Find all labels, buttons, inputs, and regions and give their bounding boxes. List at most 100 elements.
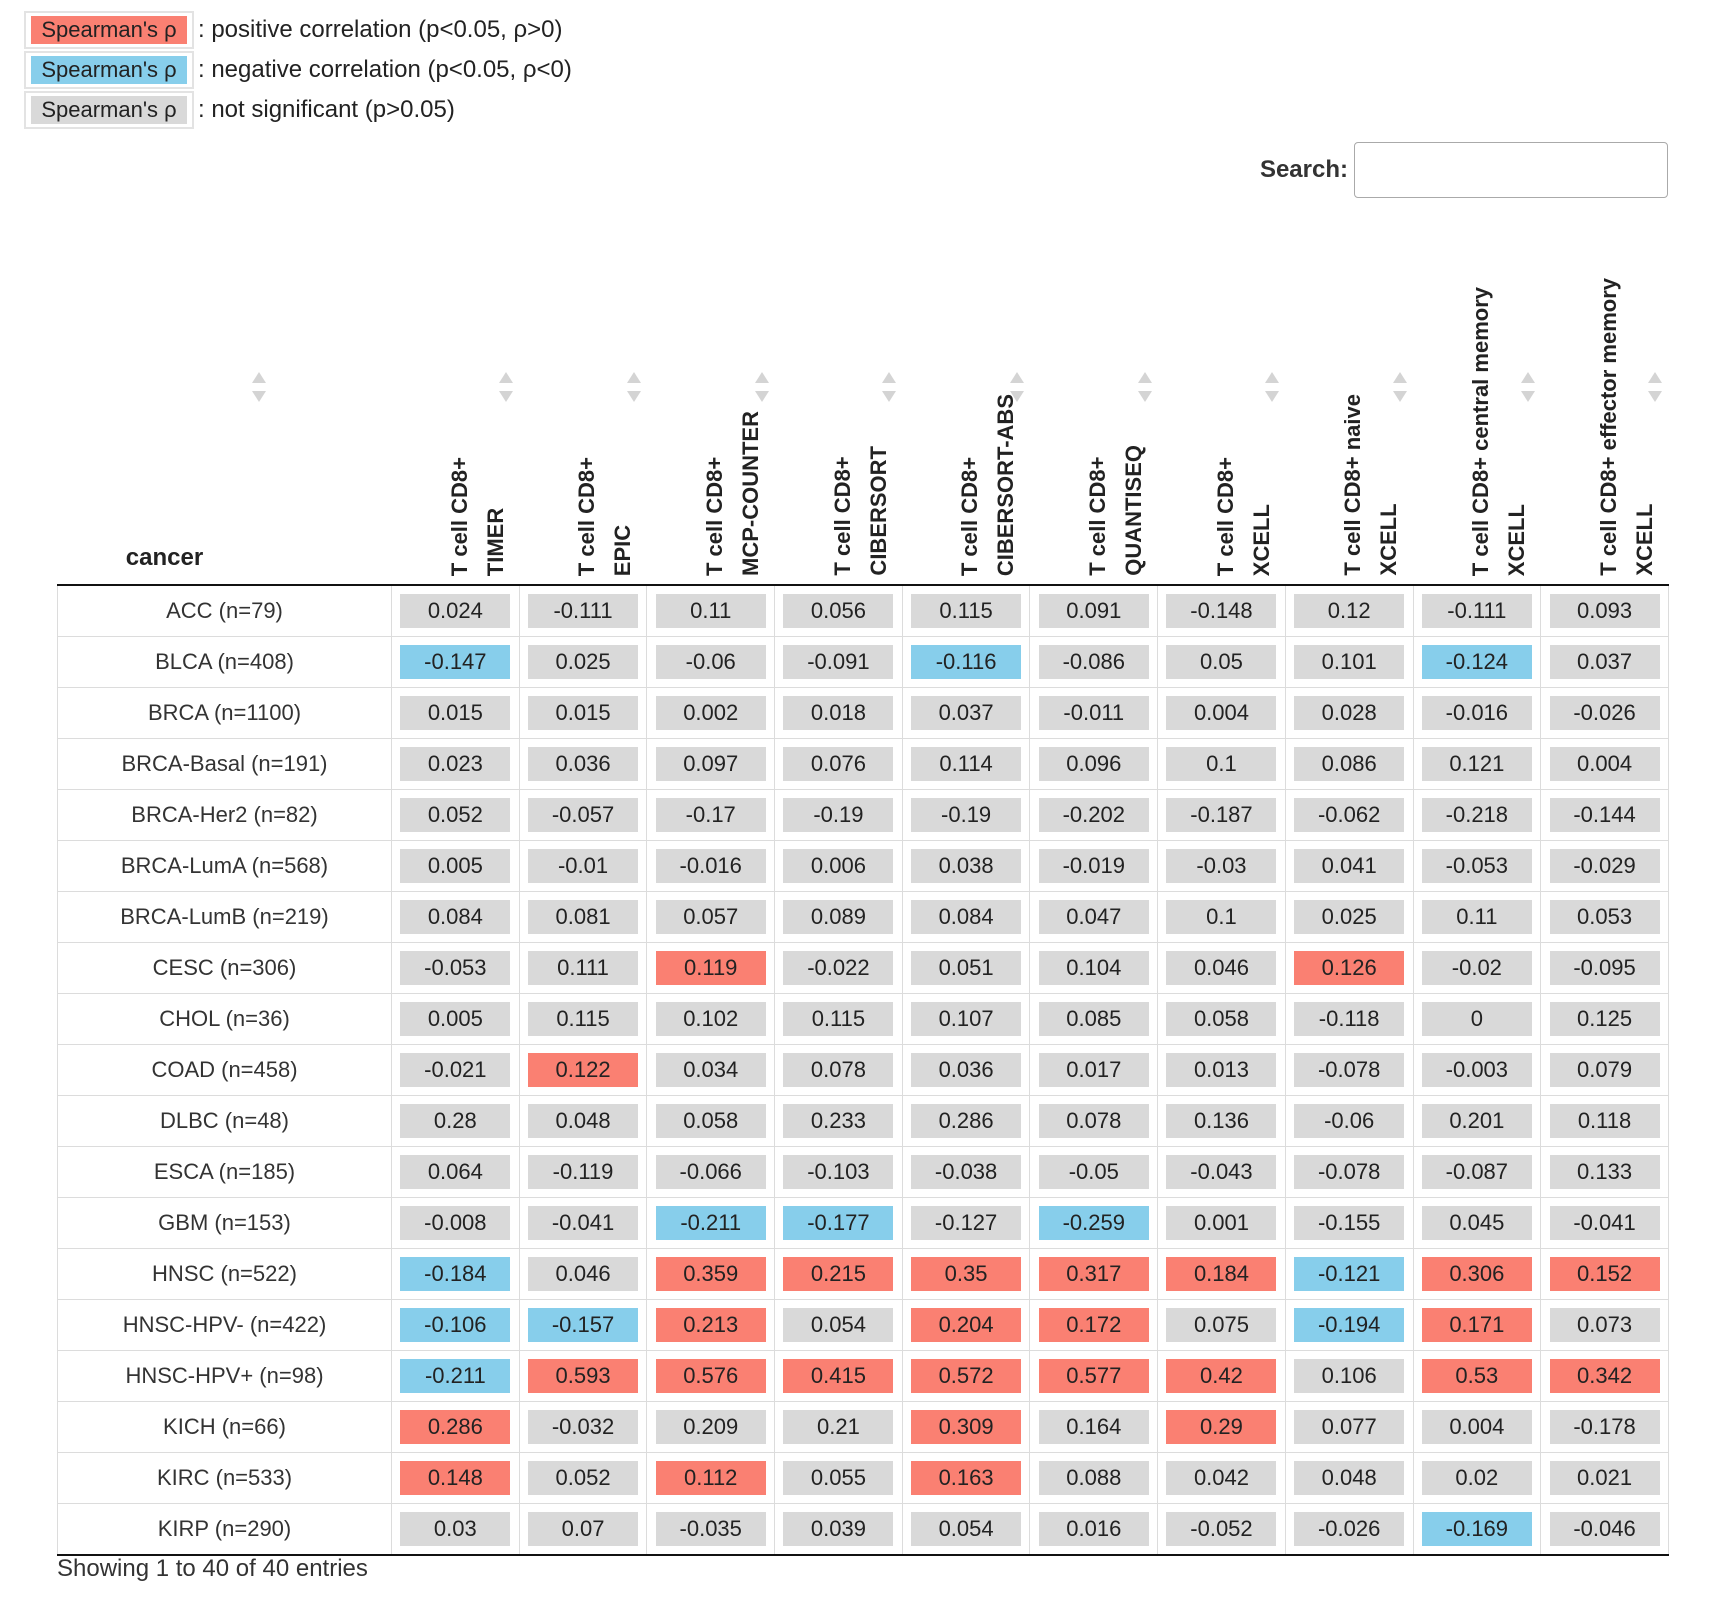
table-row: HNSC-HPV- (n=422) -0.106 -0.157 0.213 0.054 0… [57,1299,1669,1351]
legend-box: Spearman's ρ [24,11,194,49]
correlation-value: -0.111 [1421,594,1532,628]
correlation-value: 0.119 [655,951,766,985]
correlation-value: 0.163 [911,1461,1022,1495]
correlation-value: 0.013 [1166,1053,1277,1087]
correlation-value: 0.053 [1549,900,1660,934]
column-header[interactable]: T cell CD8+ TIMER [391,212,520,586]
value-cell: 0.577 [1029,1350,1159,1402]
column-header-line1: T cell CD8+ [957,456,983,576]
sort-icon[interactable] [626,372,641,402]
correlation-value: -0.095 [1549,951,1660,985]
correlation-value: 0.122 [528,1053,639,1087]
column-header[interactable]: T cell CD8+ QUANTISEQ [1029,212,1158,586]
cancer-cell: KIRC (n=533) [57,1452,392,1504]
value-cell: 0.233 [774,1095,903,1147]
value-cell: -0.032 [518,1401,648,1453]
value-cell: -0.103 [774,1146,903,1198]
value-cell: 0.034 [646,1044,776,1096]
value-cell: -0.177 [774,1197,903,1249]
column-header[interactable]: T cell CD8+ central memory XCELL [1413,212,1541,586]
column-header-line2: CIBERSORT [865,446,891,576]
value-cell: 0.005 [391,840,520,892]
correlation-value: -0.211 [400,1359,511,1393]
column-header-cancer[interactable]: cancer [57,212,392,586]
column-header[interactable]: T cell CD8+ effector memory XCELL [1540,212,1669,586]
correlation-value: 0.136 [1166,1104,1277,1138]
value-cell: -0.194 [1284,1299,1414,1351]
value-cell: 0.28 [391,1095,520,1147]
correlation-value: -0.259 [1038,1206,1149,1240]
value-cell: 0.42 [1157,1350,1286,1402]
correlation-value: -0.043 [1166,1155,1277,1189]
sort-icon[interactable] [1265,372,1280,402]
sort-icon[interactable] [499,372,514,402]
correlation-value: 0.021 [1549,1461,1660,1495]
correlation-value: 0.359 [655,1257,766,1291]
correlation-value: 0.593 [528,1359,639,1393]
correlation-value: -0.041 [1549,1206,1660,1240]
value-cell: 0.078 [774,1044,903,1096]
correlation-value: 0.041 [1294,849,1405,883]
correlation-value: 0.07 [528,1512,639,1546]
correlation-value: -0.218 [1421,798,1532,832]
value-cell: 0.03 [391,1503,520,1556]
column-header[interactable]: T cell CD8+ EPIC [519,212,647,586]
correlation-value: 0.075 [1166,1308,1277,1342]
correlation-table-wrapper: cancer T cell CD8+ TIMER T cell CD8+ EPIC T … [57,212,1669,1556]
column-header[interactable]: T cell CD8+ CIBERSORT-ABS [902,212,1030,586]
value-cell: -0.116 [901,636,1031,688]
sort-icon[interactable] [754,372,769,402]
value-cell: 0.184 [1157,1248,1286,1300]
column-header-cancer-label: cancer [125,544,204,571]
correlation-value: 0.048 [528,1104,639,1138]
sort-icon[interactable] [1393,372,1407,402]
value-cell: 0.163 [901,1452,1031,1504]
value-cell: 0.29 [1157,1401,1286,1453]
value-cell: -0.038 [901,1146,1031,1198]
sort-icon[interactable] [1009,372,1024,402]
value-cell: -0.008 [391,1197,520,1249]
table-row: CHOL (n=36) 0.005 0.115 0.102 0.115 0.107 0.08… [57,993,1669,1045]
value-cell: -0.05 [1029,1146,1159,1198]
sort-icon[interactable] [1520,372,1535,402]
column-header-line1: T cell CD8+ [701,456,727,576]
correlation-value: 0.121 [1421,747,1532,781]
column-header-line2: XCELL [1504,503,1529,576]
value-cell: 0.006 [774,840,903,892]
correlation-value: 0.309 [911,1410,1022,1444]
correlation-value: 0.025 [528,645,639,679]
column-header[interactable]: T cell CD8+ CIBERSORT [774,212,903,586]
cancer-cell: HNSC-HPV- (n=422) [57,1299,392,1351]
sort-icon[interactable] [251,372,266,402]
value-cell: 0.056 [774,584,903,637]
column-header[interactable]: T cell CD8+ naive XCELL [1285,212,1413,586]
correlation-value: 0.093 [1549,594,1660,628]
correlation-value: -0.078 [1294,1155,1405,1189]
correlation-value: 0.02 [1421,1461,1532,1495]
column-header-label: T cell CD8+ CIBERSORT [825,446,897,576]
search-input[interactable] [1354,142,1668,198]
column-header[interactable]: T cell CD8+ MCP-COUNTER [646,212,775,586]
column-header[interactable]: T cell CD8+ XCELL [1157,212,1286,586]
value-cell: -0.046 [1540,1503,1669,1556]
correlation-value: 0.317 [1038,1257,1149,1291]
correlation-value: 0.084 [911,900,1022,934]
correlation-value: 0.077 [1294,1410,1405,1444]
value-cell: -0.169 [1412,1503,1542,1556]
value-cell: -0.147 [391,636,520,688]
value-cell: 0.122 [518,1044,648,1096]
correlation-value: 0.213 [655,1308,766,1342]
sort-icon[interactable] [1648,372,1663,402]
value-cell: 0.11 [1412,891,1542,943]
value-cell: 0.084 [391,891,520,943]
correlation-value: 0.002 [655,696,766,730]
correlation-value: 0.286 [911,1104,1022,1138]
correlation-value: 0.051 [911,951,1022,985]
sort-icon[interactable] [1137,372,1152,402]
correlation-value: 0.054 [783,1308,894,1342]
value-cell: 0.036 [518,738,648,790]
cancer-cell: KIRP (n=290) [57,1503,392,1556]
value-cell: -0.148 [1157,584,1286,637]
sort-icon[interactable] [882,372,897,402]
value-cell: 0.045 [1412,1197,1542,1249]
